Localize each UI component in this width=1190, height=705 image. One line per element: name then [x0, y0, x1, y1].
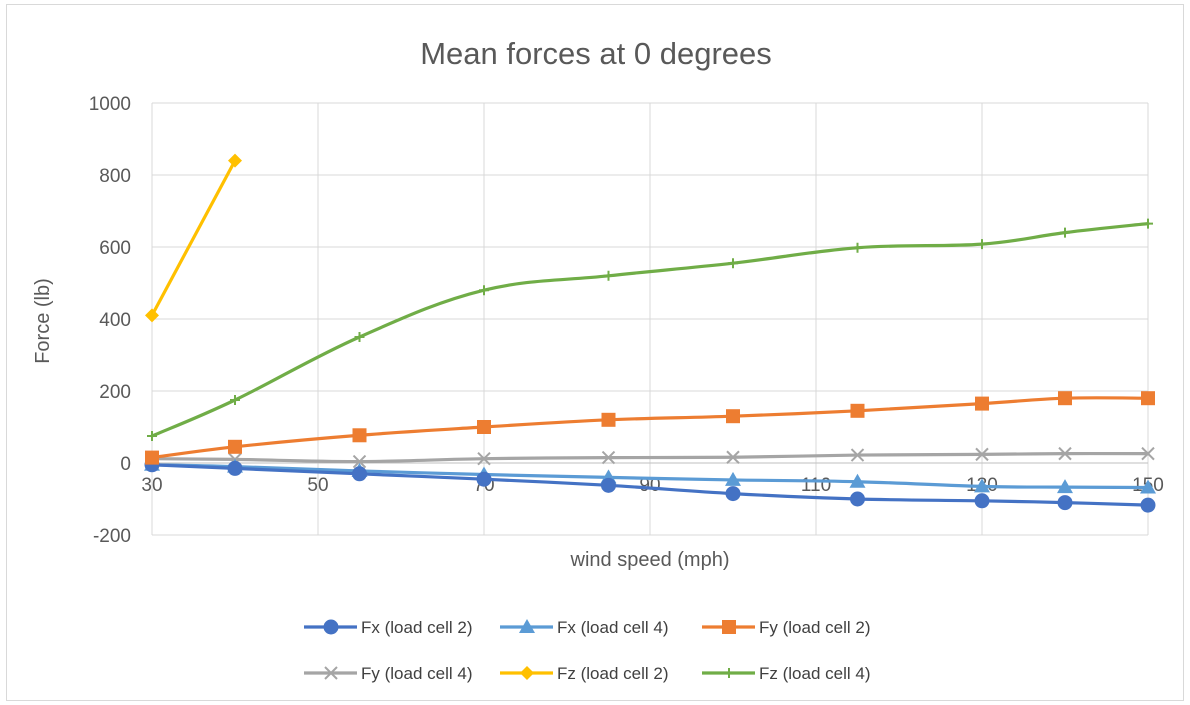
data-point — [977, 239, 987, 250]
series-group — [144, 153, 1156, 513]
data-point — [850, 491, 865, 507]
data-point — [725, 486, 741, 502]
data-point — [477, 420, 491, 434]
data-point — [975, 447, 989, 462]
legend-marker — [520, 666, 534, 680]
axes: -2000200400600800100030507090110130150 — [89, 94, 1164, 547]
chart-title: Mean forces at 0 degrees — [420, 36, 772, 71]
y-axis-title: Force (lb) — [32, 278, 54, 364]
data-point — [228, 439, 242, 454]
x-tick-label: 90 — [639, 475, 660, 496]
legend-label: Fx (load cell 4) — [557, 618, 668, 637]
y-tick-label: 400 — [99, 310, 131, 331]
y-tick-label: -200 — [93, 526, 131, 547]
data-point — [1057, 495, 1073, 511]
y-tick-label: 800 — [99, 166, 131, 187]
data-point — [852, 242, 863, 253]
legend-label: Fy (load cell 2) — [759, 618, 870, 637]
data-point — [1141, 446, 1155, 461]
data-point — [1058, 391, 1072, 406]
legend-label: Fz (load cell 2) — [557, 664, 668, 683]
legend-item: Fz (load cell 4) — [702, 664, 870, 683]
data-point — [975, 396, 989, 411]
data-point — [147, 431, 157, 441]
data-point — [1140, 497, 1156, 513]
legend-marker — [722, 620, 736, 634]
data-point — [230, 395, 240, 405]
data-point — [477, 451, 491, 466]
data-point — [352, 428, 367, 443]
data-point — [974, 478, 990, 493]
data-point — [476, 471, 492, 487]
data-point — [850, 403, 865, 418]
x-tick-label: 50 — [307, 475, 328, 496]
data-point — [479, 285, 489, 296]
x-tick-label: 110 — [801, 475, 831, 496]
data-point — [145, 450, 159, 465]
legend-marker — [724, 668, 734, 678]
data-point — [227, 460, 243, 476]
data-point — [728, 258, 738, 269]
data-point — [1143, 218, 1153, 229]
series-line — [150, 222, 1150, 438]
chart-area: Mean forces at 0 degrees -200 0 200 400 600 8… — [6, 4, 1184, 701]
data-point — [726, 450, 740, 464]
data-point — [352, 454, 367, 469]
data-point — [1058, 446, 1072, 461]
legend: Fx (load cell 2) Fx (load cell 4) Fy (load… — [304, 618, 870, 683]
x-tick-label: 30 — [141, 475, 162, 496]
data-point — [850, 448, 865, 462]
data-point — [849, 473, 866, 488]
series-line — [150, 451, 1150, 464]
series-fz-load-cell-2 — [145, 153, 242, 323]
y-tick-label: 1000 — [89, 94, 131, 115]
series-line — [150, 463, 1150, 490]
legend-marker — [323, 619, 339, 635]
line-chart: Mean forces at 0 degrees -200 0 200 400 600 8… — [32, 36, 1164, 683]
legend-item: Fy (load cell 2) — [702, 618, 870, 637]
x-axis-title: wind speed (mph) — [570, 549, 730, 571]
data-point — [1060, 227, 1070, 238]
legend-item: Fy (load cell 4) — [304, 664, 472, 683]
data-point — [974, 493, 990, 509]
data-point — [601, 450, 616, 465]
data-point — [145, 308, 159, 323]
series-line — [150, 463, 1150, 507]
legend-marker — [324, 666, 338, 680]
legend-marker — [519, 619, 535, 633]
y-tick-label: 600 — [99, 238, 131, 259]
legend-item: Fx (load cell 2) — [304, 618, 472, 637]
legend-item: Fz (load cell 2) — [500, 664, 668, 683]
data-point — [1057, 479, 1073, 494]
data-point — [603, 270, 614, 281]
series-fz-load-cell-4 — [147, 218, 1153, 441]
series-line — [150, 159, 237, 317]
series-fx-load-cell-2 — [144, 457, 1156, 513]
data-point — [725, 471, 741, 486]
data-point — [352, 466, 367, 482]
legend-item: Fx (load cell 4) — [500, 618, 668, 637]
y-tick-label: 200 — [99, 382, 131, 403]
series-line — [150, 396, 1150, 460]
y-tick-label: 0 — [120, 454, 131, 475]
series-fy-load-cell-2 — [145, 391, 1155, 465]
data-point — [726, 409, 740, 424]
legend-label: Fz (load cell 4) — [759, 664, 870, 683]
data-point — [1140, 479, 1156, 494]
data-point — [1141, 391, 1155, 406]
data-point — [228, 153, 242, 168]
data-point — [354, 332, 365, 342]
legend-label: Fx (load cell 2) — [361, 618, 472, 637]
data-point — [601, 412, 616, 427]
data-point — [601, 477, 616, 493]
legend-label: Fy (load cell 4) — [361, 664, 472, 683]
